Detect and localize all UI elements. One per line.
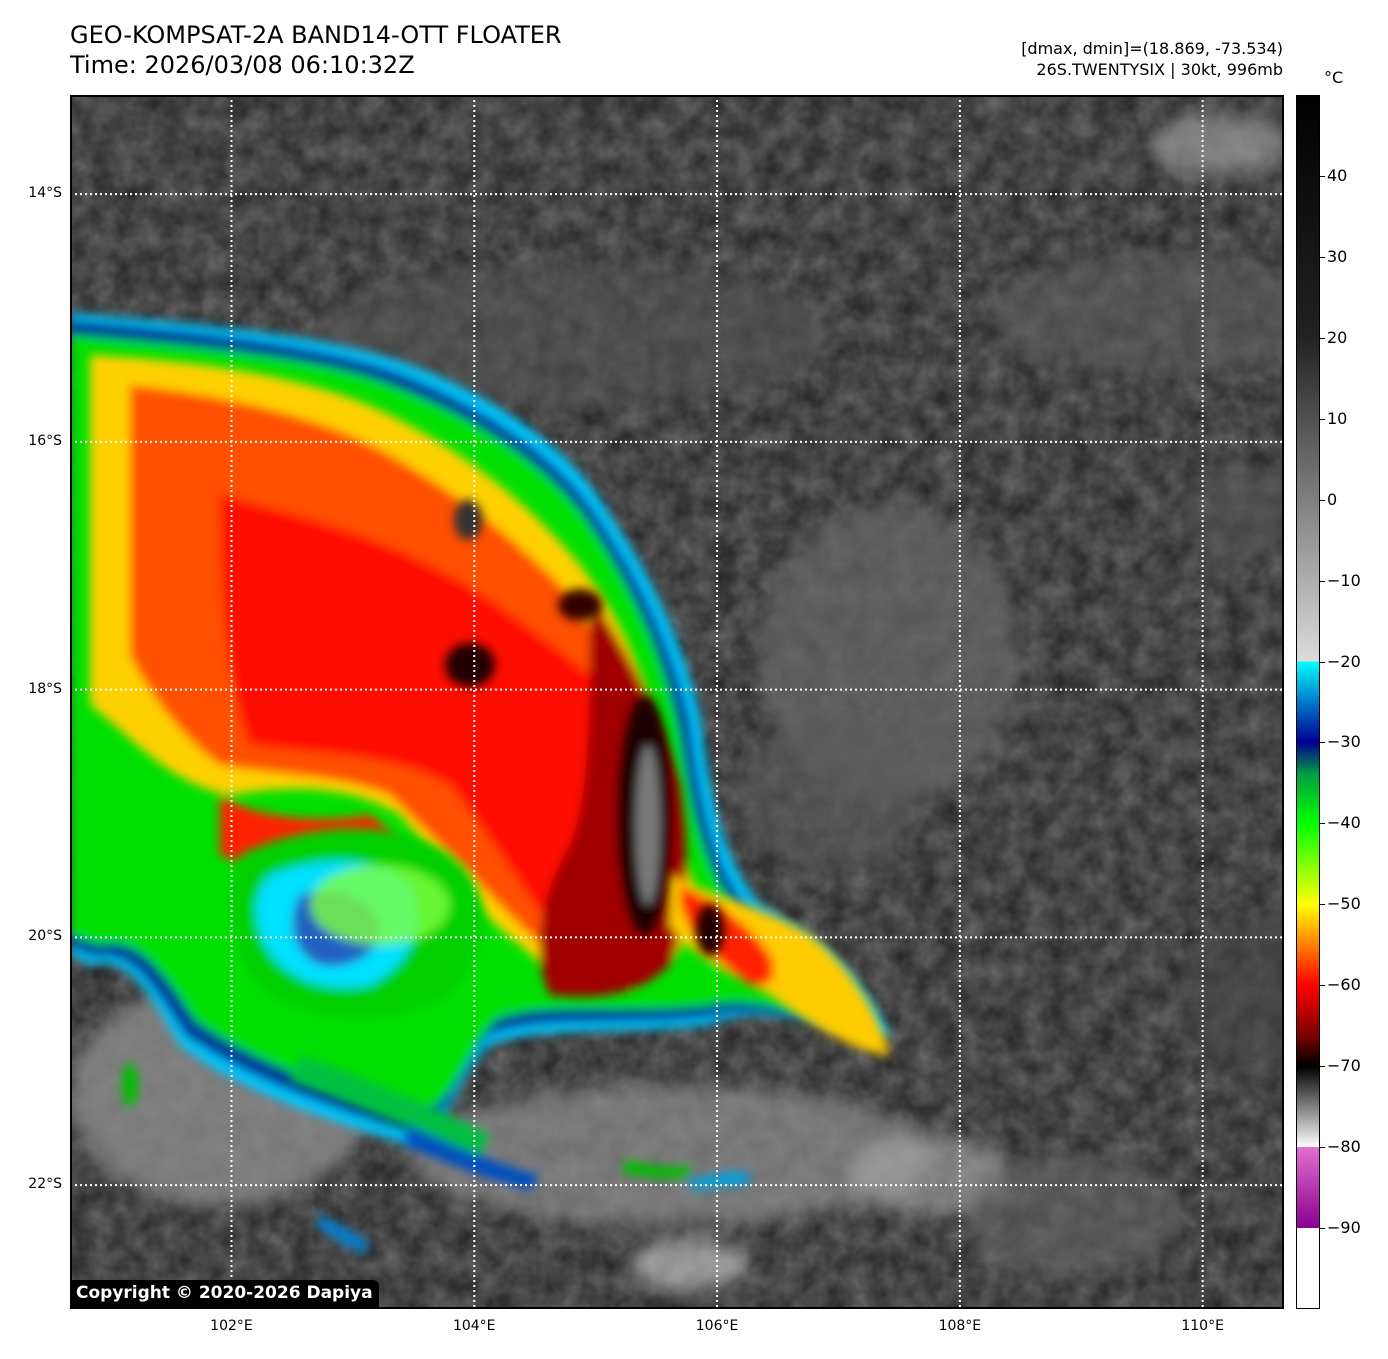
latitude-label: 20°S	[28, 928, 62, 945]
longitude-label: 110°E	[1181, 1318, 1224, 1334]
longitude-label: 104°E	[452, 1318, 496, 1334]
colorbar-tick-label: 40	[1327, 165, 1348, 185]
map-frame	[70, 95, 1284, 1309]
colorbar-tick-mark	[1320, 175, 1325, 177]
colorbar-tick-mark	[1320, 1066, 1325, 1068]
map-title: GEO-KOMPSAT-2A BAND14-OTT FLOATER Time: …	[70, 20, 562, 80]
latitude-label: 14°S	[28, 185, 62, 202]
coldest-cores	[445, 500, 724, 956]
dmax-dmin-readout: [dmax, dmin]=(18.869, -73.534)	[1021, 39, 1283, 58]
inner-swirl	[230, 828, 484, 1018]
longitude-label: 102°E	[210, 1318, 253, 1334]
colorbar-tick-label: −90	[1327, 1218, 1361, 1238]
colorbar-tick-mark	[1320, 256, 1325, 258]
colorbar-tick-mark	[1320, 499, 1325, 501]
colorbar-tick-label: −30	[1327, 732, 1361, 752]
grey-cloud-banks	[70, 115, 1284, 1290]
colorbar-tick-label: 20	[1327, 327, 1348, 347]
colorbar-tick-label: −60	[1327, 975, 1361, 995]
title-line-product: GEO-KOMPSAT-2A BAND14-OTT FLOATER	[70, 21, 562, 49]
satellite-map	[70, 95, 1284, 1309]
latitude-label: 16°S	[28, 432, 62, 449]
colorbar-tick-mark	[1320, 418, 1325, 420]
colorbar-tick-label: −10	[1327, 570, 1361, 590]
colorbar-tick-mark	[1320, 1147, 1325, 1149]
title-line-time: Time: 2026/03/08 06:10:32Z	[70, 51, 415, 79]
colorbar	[1296, 95, 1320, 1309]
cold-cloud-tops	[90, 355, 890, 1055]
storm-name-intensity: 26S.TWENTYSIX | 30kt, 996mb	[1036, 60, 1283, 79]
colorbar-tick-label: 10	[1327, 408, 1348, 428]
colorbar-unit: °C	[1324, 68, 1344, 87]
colorbar-tick-label: −70	[1327, 1056, 1361, 1076]
colorbar-gradient	[1296, 95, 1320, 1309]
colorbar-tick-label: −20	[1327, 651, 1361, 671]
colorbar-tick-mark	[1320, 337, 1325, 339]
colorbar-tick-mark	[1320, 823, 1325, 825]
latitude-label: 18°S	[28, 680, 62, 697]
longitude-label: 108°E	[938, 1318, 982, 1334]
colorbar-tick-mark	[1320, 904, 1325, 906]
storm-info: [dmax, dmin]=(18.869, -73.534) 26S.TWENT…	[1021, 38, 1283, 80]
colorbar-tick-mark	[1320, 985, 1325, 987]
colorbar-tick-mark	[1320, 661, 1325, 663]
colorbar-tick-mark	[1320, 742, 1325, 744]
colorbar-tick-mark	[1320, 1228, 1325, 1230]
colorbar-tick-label: −80	[1327, 1137, 1361, 1157]
colorbar-tick-mark	[1320, 580, 1325, 582]
colorbar-tick-label: −50	[1327, 894, 1361, 914]
longitude-label: 106°E	[695, 1318, 739, 1334]
colorbar-tick-label: 0	[1327, 489, 1338, 509]
latitude-label: 22°S	[28, 1176, 62, 1193]
colorbar-tick-label: 30	[1327, 246, 1348, 266]
copyright-badge: Copyright © 2020-2026 Dapiya	[71, 1280, 379, 1307]
colorbar-tick-label: −40	[1327, 813, 1361, 833]
gridlines	[70, 95, 1284, 1309]
